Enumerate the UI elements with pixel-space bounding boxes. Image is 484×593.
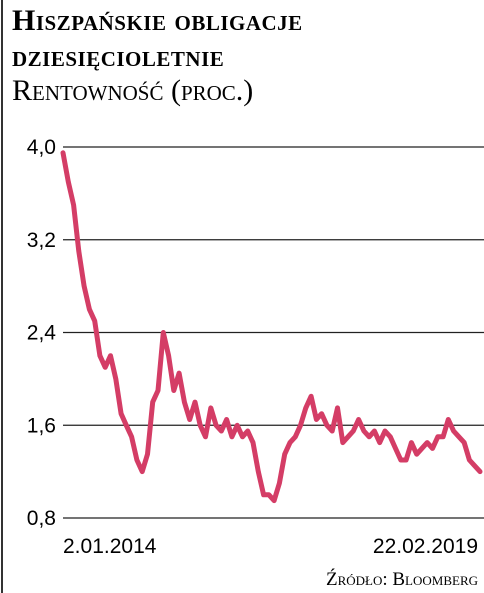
y-tick-label: 3,2: [27, 229, 56, 252]
chart-title: Hiszpańskie obligacje dziesięcioletnie: [12, 4, 303, 73]
x-tick-label: 2.01.2014: [63, 535, 157, 558]
y-tick-label: 1,6: [27, 414, 56, 437]
y-tick-label: 4,0: [27, 136, 56, 159]
source-note: Źródło: Bloomberg: [326, 568, 478, 590]
y-tick-label: 2,4: [27, 322, 57, 345]
data-line: [60, 150, 483, 504]
y-tick-label: 0,8: [27, 507, 56, 530]
x-tick-label: 22.02.2019: [373, 535, 478, 558]
chart-subtitle: Rentowność (proc.): [12, 74, 253, 107]
